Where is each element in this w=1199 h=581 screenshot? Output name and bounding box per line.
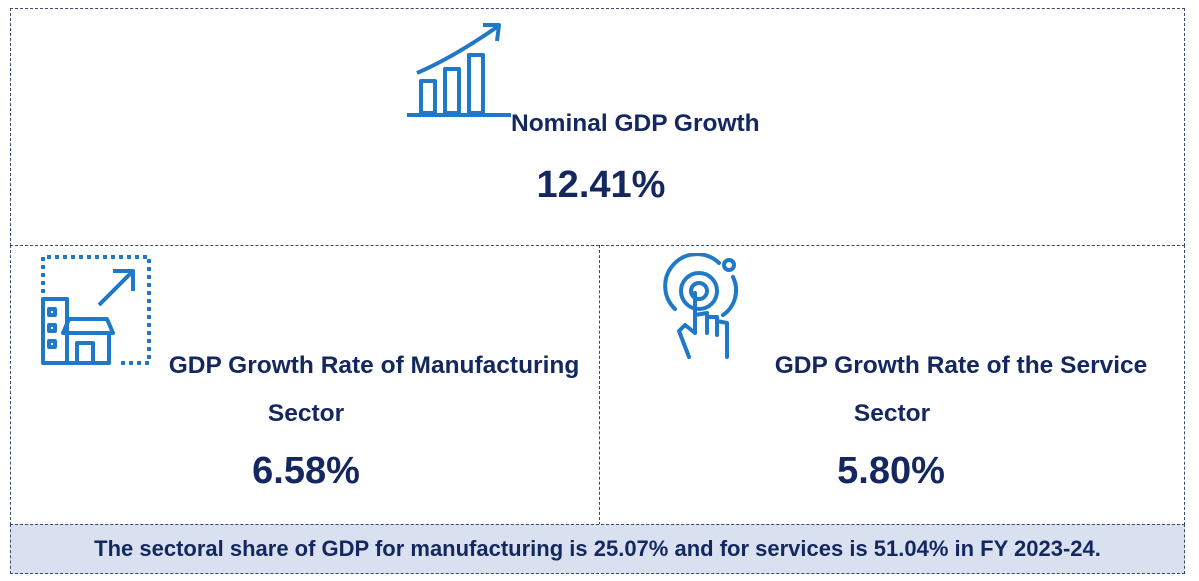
services-label-line2: Sector [853, 400, 931, 427]
services-card: GDP Growth Rate of the Service Sector 5.… [599, 245, 1185, 525]
factory-growth-icon [41, 255, 151, 365]
services-label-line1: GDP Growth Rate of the Service [774, 352, 1148, 379]
manufacturing-label-line1: GDP Growth Rate of Manufacturing [168, 352, 580, 379]
nominal-gdp-value: 12.41% [536, 164, 666, 206]
nominal-gdp-label: Nominal GDP Growth [511, 110, 760, 137]
nominal-gdp-card: Nominal GDP Growth 12.41% [10, 8, 1185, 246]
bar-chart-growth-icon [407, 23, 511, 117]
manufacturing-value: 6.58% [252, 450, 360, 492]
sectoral-share-note: The sectoral share of GDP for manufactur… [10, 524, 1185, 574]
touch-tap-icon [663, 253, 739, 359]
footer-text: The sectoral share of GDP for manufactur… [94, 536, 1101, 561]
services-value: 5.80% [837, 450, 945, 492]
manufacturing-label-line2: Sector [267, 400, 345, 427]
manufacturing-card: GDP Growth Rate of Manufacturing Sector … [10, 245, 600, 525]
